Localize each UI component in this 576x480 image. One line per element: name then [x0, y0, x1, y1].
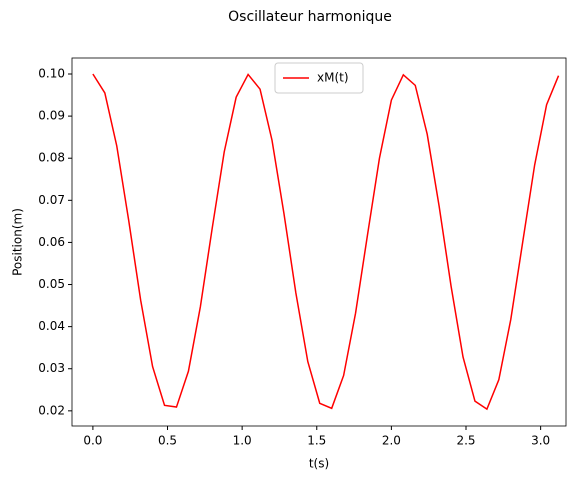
legend-label: xM(t) — [317, 71, 349, 85]
y-tick-label: 0.08 — [38, 151, 65, 165]
x-tick-label: 3.0 — [531, 434, 550, 448]
y-tick-label: 0.09 — [38, 109, 65, 123]
x-tick-label: 1.5 — [307, 434, 326, 448]
data-line — [92, 73, 560, 411]
y-axis-label: Position(m) — [11, 208, 25, 276]
y-tick-label: 0.03 — [38, 361, 65, 375]
legend-box — [274, 62, 364, 94]
x-axis-label: t(s) — [309, 457, 329, 471]
y-tick-label: 0.07 — [38, 193, 65, 207]
chart-title: Oscillateur harmonique — [228, 9, 392, 25]
y-tick-label: 0.05 — [38, 277, 65, 291]
x-tick-label: 0.0 — [83, 434, 102, 448]
x-tick-label: 2.0 — [382, 434, 401, 448]
y-tick-label: 0.04 — [38, 319, 65, 333]
axes-frame — [71, 57, 567, 427]
x-tick-label: 1.0 — [233, 434, 252, 448]
y-tick-label: 0.02 — [38, 403, 65, 417]
x-tick-label: 0.5 — [158, 434, 177, 448]
y-tick-label: 0.10 — [38, 67, 65, 81]
y-tick-label: 0.06 — [38, 235, 65, 249]
x-tick-label: 2.5 — [456, 434, 475, 448]
